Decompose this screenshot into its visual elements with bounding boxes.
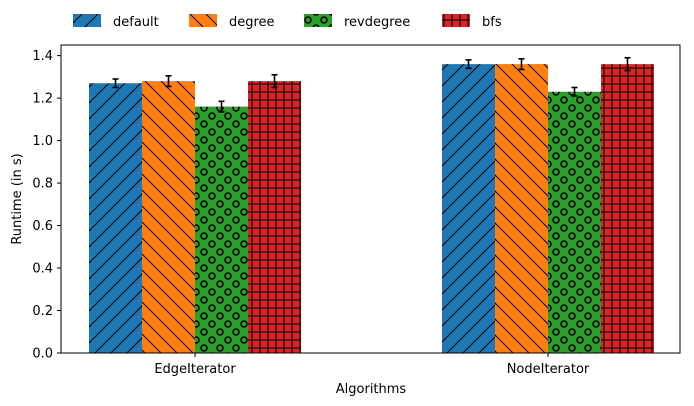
legend-swatch [189,14,217,27]
bar-default-EdgeIterator [89,83,142,353]
y-tick-label: 0.6 [32,219,53,234]
x-tick-label: EdgeIterator [154,362,236,377]
bar-degree-NodeIterator [495,64,548,353]
y-tick-label: 1.2 [32,92,53,107]
legend-swatch [442,14,470,27]
legend-label: default [113,15,159,30]
y-tick-label: 0.8 [32,177,53,192]
legend-swatch [304,14,332,27]
bar-revdegree-NodeIterator [548,92,601,353]
legend-item-degree: degree [189,14,275,30]
bar-bfs-NodeIterator [601,64,654,353]
x-axis-label: Algorithms [336,382,407,397]
legend-item-bfs: bfs [442,14,502,30]
y-tick-label: 0.2 [32,304,53,319]
bars-group [89,64,654,353]
legend: default degree revdegree bfs [73,14,502,30]
bar-revdegree-EdgeIterator [195,107,248,353]
bar-degree-EdgeIterator [142,81,195,353]
bar-default-NodeIterator [442,64,495,353]
y-tick-label: 1.4 [32,49,53,64]
legend-label: degree [229,15,275,30]
legend-label: revdegree [344,15,410,30]
legend-label: bfs [482,15,502,30]
legend-swatch [73,14,101,27]
legend-item-revdegree: revdegree [304,14,410,30]
y-tick-label: 0.4 [32,262,53,277]
legend-item-default: default [73,14,159,30]
y-axis-label: Runtime (in s) [10,153,25,244]
y-tick-label: 1.0 [32,134,53,149]
y-tick-label: 0.0 [32,347,53,362]
bar-bfs-EdgeIterator [248,81,301,353]
x-tick-label: NodeIterator [507,362,590,377]
